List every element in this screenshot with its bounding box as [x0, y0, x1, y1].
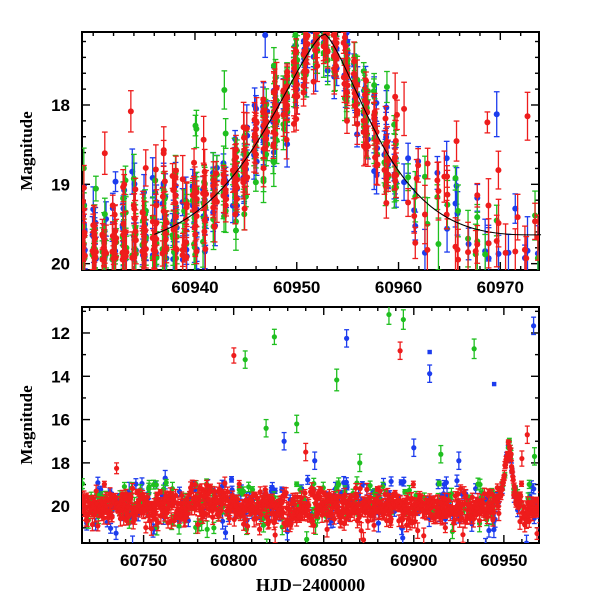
svg-text:HJD−2400000: HJD−2400000: [256, 575, 365, 595]
svg-text:18: 18: [51, 454, 70, 473]
svg-text:60850: 60850: [300, 551, 347, 570]
svg-text:18: 18: [51, 96, 70, 115]
svg-text:14: 14: [51, 367, 70, 386]
svg-text:19: 19: [51, 175, 70, 194]
svg-text:Magnitude: Magnitude: [17, 385, 36, 465]
svg-text:60800: 60800: [210, 551, 257, 570]
svg-text:60950: 60950: [480, 551, 527, 570]
svg-text:60940: 60940: [171, 278, 218, 297]
svg-text:60750: 60750: [120, 551, 167, 570]
svg-text:60900: 60900: [390, 551, 437, 570]
svg-text:20: 20: [51, 255, 70, 274]
svg-text:12: 12: [51, 324, 70, 343]
svg-text:60950: 60950: [273, 278, 320, 297]
svg-text:Magnitude: Magnitude: [17, 111, 36, 191]
svg-text:20: 20: [51, 497, 70, 516]
svg-text:60970: 60970: [477, 278, 524, 297]
svg-text:16: 16: [51, 411, 70, 430]
svg-text:60960: 60960: [375, 278, 422, 297]
